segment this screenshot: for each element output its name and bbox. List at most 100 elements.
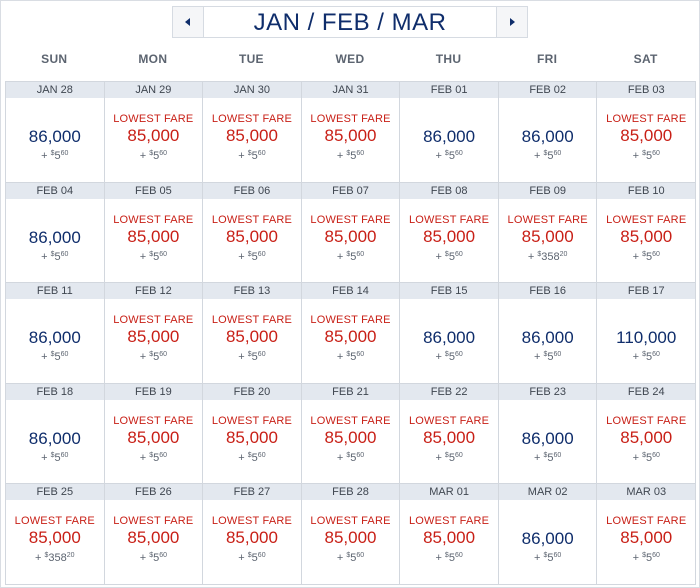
- calendar-day-cell[interactable]: FEB 21 LOWEST FARE 85,000 + $560: [300, 382, 401, 485]
- calendar-day-cell[interactable]: JAN 30 LOWEST FARE 85,000 + $560: [202, 81, 302, 183]
- day-date-label: FEB 01: [400, 82, 498, 98]
- taxes-fees: + $560: [632, 451, 660, 464]
- calendar-day-cell[interactable]: FEB 27 LOWEST FARE 85,000 + $560: [202, 483, 302, 585]
- calendar-day-cell[interactable]: MAR 02 86,000 + $560: [497, 483, 598, 585]
- miles-price: 85,000: [225, 126, 278, 145]
- day-date-label: MAR 02: [498, 484, 597, 501]
- miles-price: 85,000: [423, 528, 476, 548]
- fee-dollars: 5: [547, 451, 554, 464]
- fee-dollars: 358: [541, 250, 560, 263]
- calendar-week-row: FEB 11 86,000 + $560 FEB 12 LOWEST FARE 85,00…: [5, 282, 697, 384]
- next-months-button[interactable]: [496, 7, 527, 37]
- calendar-day-cell[interactable]: JAN 28 86,000 + $560: [5, 81, 105, 183]
- calendar-day-cell[interactable]: FEB 05 LOWEST FARE 85,000 + $560: [103, 181, 204, 284]
- day-date-label: FEB 26: [104, 484, 203, 501]
- calendar-day-cell[interactable]: JAN 31 LOWEST FARE 85,000 + $560: [300, 81, 401, 183]
- miles-price: 86,000: [521, 328, 574, 348]
- chevron-right-icon: [510, 18, 515, 26]
- calendar-day-cell[interactable]: FEB 01 86,000 + $560: [399, 81, 499, 183]
- calendar-day-cell[interactable]: FEB 28 LOWEST FARE 85,000 + $560: [300, 483, 401, 585]
- lowest-fare-badge: LOWEST FARE: [113, 515, 194, 528]
- weekday-sat: SAT: [633, 52, 658, 66]
- calendar-day-cell[interactable]: MAR 01 LOWEST FARE 85,000 + $560: [399, 483, 499, 585]
- calendar-day-cell[interactable]: FEB 16 86,000 + $560: [497, 282, 598, 384]
- calendar-day-cell[interactable]: FEB 17 110,000 + $560: [596, 282, 697, 384]
- day-date-label: JAN 28: [6, 82, 104, 98]
- calendar-day-cell[interactable]: MAR 03 LOWEST FARE 85,000 + $560: [596, 483, 697, 585]
- calendar-day-cell[interactable]: FEB 15 86,000 + $560: [399, 282, 499, 384]
- calendar-day-cell[interactable]: FEB 04 86,000 + $560: [5, 181, 105, 284]
- fee-cents: 60: [356, 250, 365, 258]
- taxes-fees: + $560: [632, 150, 660, 162]
- miles-price: 86,000: [28, 428, 81, 448]
- calendar-day-cell[interactable]: FEB 06 LOWEST FARE 85,000 + $560: [202, 181, 302, 284]
- day-date-label: FEB 19: [104, 383, 203, 400]
- taxes-fees: + $560: [41, 351, 69, 364]
- calendar-day-cell[interactable]: FEB 10 LOWEST FARE 85,000 + $560: [596, 181, 697, 284]
- fee-dollars: 5: [350, 451, 357, 464]
- day-date-label: FEB 22: [400, 383, 498, 400]
- taxes-fees: + $560: [139, 552, 168, 565]
- day-date-label: FEB 06: [203, 182, 301, 199]
- taxes-fees: + $560: [435, 351, 463, 364]
- day-date-label: FEB 09: [498, 182, 597, 199]
- lowest-fare-badge: LOWEST FARE: [606, 414, 687, 427]
- calendar-day-cell[interactable]: FEB 09 LOWEST FARE 85,000 + $35820: [497, 181, 598, 284]
- taxes-fees: + $560: [534, 150, 562, 162]
- month-range-title: JAN / FEB / MAR: [253, 9, 447, 36]
- miles-price: 85,000: [620, 126, 673, 145]
- calendar-day-cell[interactable]: FEB 22 LOWEST FARE 85,000 + $560: [399, 382, 499, 485]
- day-date-label: FEB 15: [400, 283, 498, 300]
- miles-price: 85,000: [127, 226, 180, 246]
- lowest-fare-badge: LOWEST FARE: [310, 213, 391, 226]
- day-date-label: FEB 08: [400, 182, 498, 199]
- fee-cents: 60: [60, 451, 69, 459]
- calendar-day-cell[interactable]: FEB 13 LOWEST FARE 85,000 + $560: [202, 282, 302, 384]
- calendar-day-cell[interactable]: FEB 11 86,000 + $560: [5, 282, 105, 384]
- calendar-day-cell[interactable]: FEB 20 LOWEST FARE 85,000 + $560: [202, 382, 302, 485]
- lowest-fare-badge: LOWEST FARE: [507, 213, 588, 226]
- fee-cents: 60: [159, 250, 168, 258]
- day-date-label: FEB 16: [498, 283, 597, 300]
- fee-cents: 60: [356, 552, 365, 560]
- fee-dollars: 5: [153, 250, 160, 263]
- calendar-day-cell[interactable]: FEB 08 LOWEST FARE 85,000 + $560: [399, 181, 499, 284]
- calendar-day-cell[interactable]: FEB 02 86,000 + $560: [497, 81, 598, 183]
- miles-price: 85,000: [620, 528, 673, 548]
- taxes-fees: + $35820: [527, 250, 568, 263]
- fee-dollars: 5: [251, 451, 258, 464]
- day-date-label: FEB 11: [6, 283, 104, 300]
- day-date-label: MAR 01: [400, 484, 498, 501]
- calendar-day-cell[interactable]: FEB 19 LOWEST FARE 85,000 + $560: [103, 382, 204, 485]
- calendar-day-cell[interactable]: FEB 12 LOWEST FARE 85,000 + $560: [103, 282, 204, 384]
- calendar-day-cell[interactable]: FEB 07 LOWEST FARE 85,000 + $560: [300, 181, 401, 284]
- calendar-day-cell[interactable]: JAN 29 LOWEST FARE 85,000 + $560: [103, 81, 204, 183]
- miles-price: 86,000: [423, 328, 476, 348]
- calendar-day-cell[interactable]: FEB 25 LOWEST FARE 85,000 + $35820: [5, 483, 105, 585]
- calendar-week-row: FEB 04 86,000 + $560 FEB 05 LOWEST FARE 85,00…: [5, 181, 697, 284]
- calendar-week-row: FEB 18 86,000 + $560 FEB 19 LOWEST FARE 85,00…: [5, 382, 697, 485]
- calendar-day-cell[interactable]: FEB 03 LOWEST FARE 85,000 + $560: [596, 81, 697, 183]
- previous-months-button[interactable]: [173, 7, 204, 37]
- lowest-fare-badge: LOWEST FARE: [113, 314, 194, 327]
- day-date-label: FEB 14: [301, 283, 400, 300]
- day-date-label: JAN 30: [203, 82, 301, 98]
- calendar-day-cell[interactable]: FEB 26 LOWEST FARE 85,000 + $560: [103, 483, 204, 585]
- lowest-fare-badge: LOWEST FARE: [14, 515, 95, 528]
- taxes-fees: + $560: [534, 451, 562, 464]
- miles-price: 85,000: [324, 226, 377, 246]
- calendar-day-cell[interactable]: FEB 23 86,000 + $560: [497, 382, 598, 485]
- miles-price: 86,000: [521, 529, 574, 549]
- taxes-fees: + $560: [336, 250, 365, 263]
- calendar-day-cell[interactable]: FEB 18 86,000 + $560: [5, 382, 105, 485]
- lowest-fare-badge: LOWEST FARE: [606, 113, 687, 125]
- calendar-day-cell[interactable]: FEB 14 LOWEST FARE 85,000 + $560: [300, 282, 401, 384]
- taxes-fees: + $560: [238, 351, 266, 364]
- fee-cents: 60: [356, 150, 365, 157]
- weekday-fri: FRI: [536, 52, 558, 66]
- calendar-day-cell[interactable]: FEB 24 LOWEST FARE 85,000 + $560: [596, 382, 697, 485]
- fee-cents: 60: [159, 150, 168, 157]
- day-date-label: FEB 04: [6, 182, 104, 199]
- miles-price: 85,000: [225, 327, 278, 347]
- fee-dollars: 5: [645, 150, 653, 162]
